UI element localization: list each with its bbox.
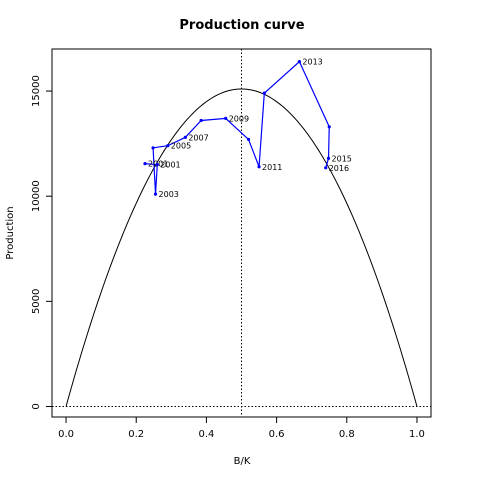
production-curve [65, 88, 418, 407]
y-tick-label: 10000 [31, 180, 42, 212]
year-label: 2001 [160, 161, 180, 170]
trajectory-point [262, 91, 266, 95]
y-axis-label: Production [5, 206, 16, 259]
trajectory-point [324, 166, 328, 170]
trajectory-line [144, 60, 330, 195]
x-tick-label: 0.8 [339, 429, 355, 440]
year-label: 2003 [159, 190, 179, 199]
trajectory-point [151, 146, 155, 150]
x-tick-label: 0.6 [269, 429, 285, 440]
x-axis-label: B/K [234, 456, 251, 467]
trajectory-point [199, 118, 203, 123]
chart-title: Production curve [179, 18, 304, 33]
x-tick-label: 0.2 [128, 429, 144, 440]
year-label: 2016 [329, 164, 349, 173]
year-label: 2013 [302, 58, 322, 67]
trajectory-point [257, 165, 261, 169]
trajectory-point [143, 162, 147, 166]
x-tick-label: 0.0 [58, 429, 74, 440]
trajectory-point [327, 125, 331, 129]
y-tick-label: 0 [31, 403, 42, 409]
year-label: 2007 [188, 133, 208, 142]
year-label: 2011 [262, 163, 282, 172]
y-tick-label: 5000 [31, 289, 42, 314]
trajectory-point [166, 144, 170, 148]
trajectory-point [224, 116, 228, 120]
year-label: 2005 [171, 142, 191, 151]
trajectory-point [153, 192, 158, 196]
x-tick-label: 1.0 [409, 429, 425, 440]
trajectory-point [183, 135, 187, 139]
x-tick-label: 0.4 [198, 429, 214, 440]
year-label: 2009 [229, 114, 249, 123]
plot-area: 0.0 0.2 0.4 0.6 0.8 1.0 0 5000 10000 15000 2001 200… [31, 48, 432, 440]
trajectory-point [326, 156, 331, 160]
trajectory-point [246, 137, 251, 142]
trajectory-point [155, 163, 159, 167]
year-label: 2015 [332, 154, 352, 163]
y-tick-label: 15000 [31, 75, 42, 107]
trajectory-point [297, 60, 302, 64]
